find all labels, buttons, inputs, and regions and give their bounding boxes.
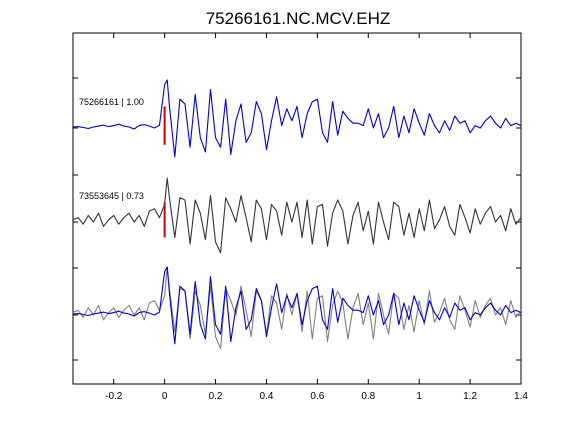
series-line-0 bbox=[72, 79, 522, 158]
chart-title: 75266161.NC.MCV.EHZ bbox=[206, 9, 391, 28]
traces bbox=[72, 79, 522, 350]
x-tick-label: -0.2 bbox=[105, 391, 123, 402]
x-tick-label: 0.2 bbox=[209, 391, 223, 402]
axis-ticks: -0.2 0 0.2 0.4 0.6 0.8 1 1.2 1.4 bbox=[73, 33, 528, 402]
x-tick-label: 0.6 bbox=[310, 391, 324, 402]
series-line-3 bbox=[72, 266, 522, 350]
series-line-2 bbox=[72, 266, 522, 345]
x-tick-label: 1 bbox=[416, 391, 422, 402]
x-tick-label: 0 bbox=[162, 391, 168, 402]
trace-label-0: 75266161 | 1.00 bbox=[79, 97, 144, 107]
x-tick-label: 0.4 bbox=[260, 391, 274, 402]
x-tick-label: 1.4 bbox=[514, 391, 528, 402]
trace-labels: 75266161 | 1.00 73553645 | 0.73 bbox=[79, 97, 144, 201]
plot-frame bbox=[72, 32, 522, 385]
series-line-1 bbox=[72, 177, 522, 254]
x-tick-label: 0.8 bbox=[361, 391, 375, 402]
trace-label-1: 73553645 | 0.73 bbox=[79, 191, 144, 201]
x-tick-label: 1.2 bbox=[463, 391, 477, 402]
